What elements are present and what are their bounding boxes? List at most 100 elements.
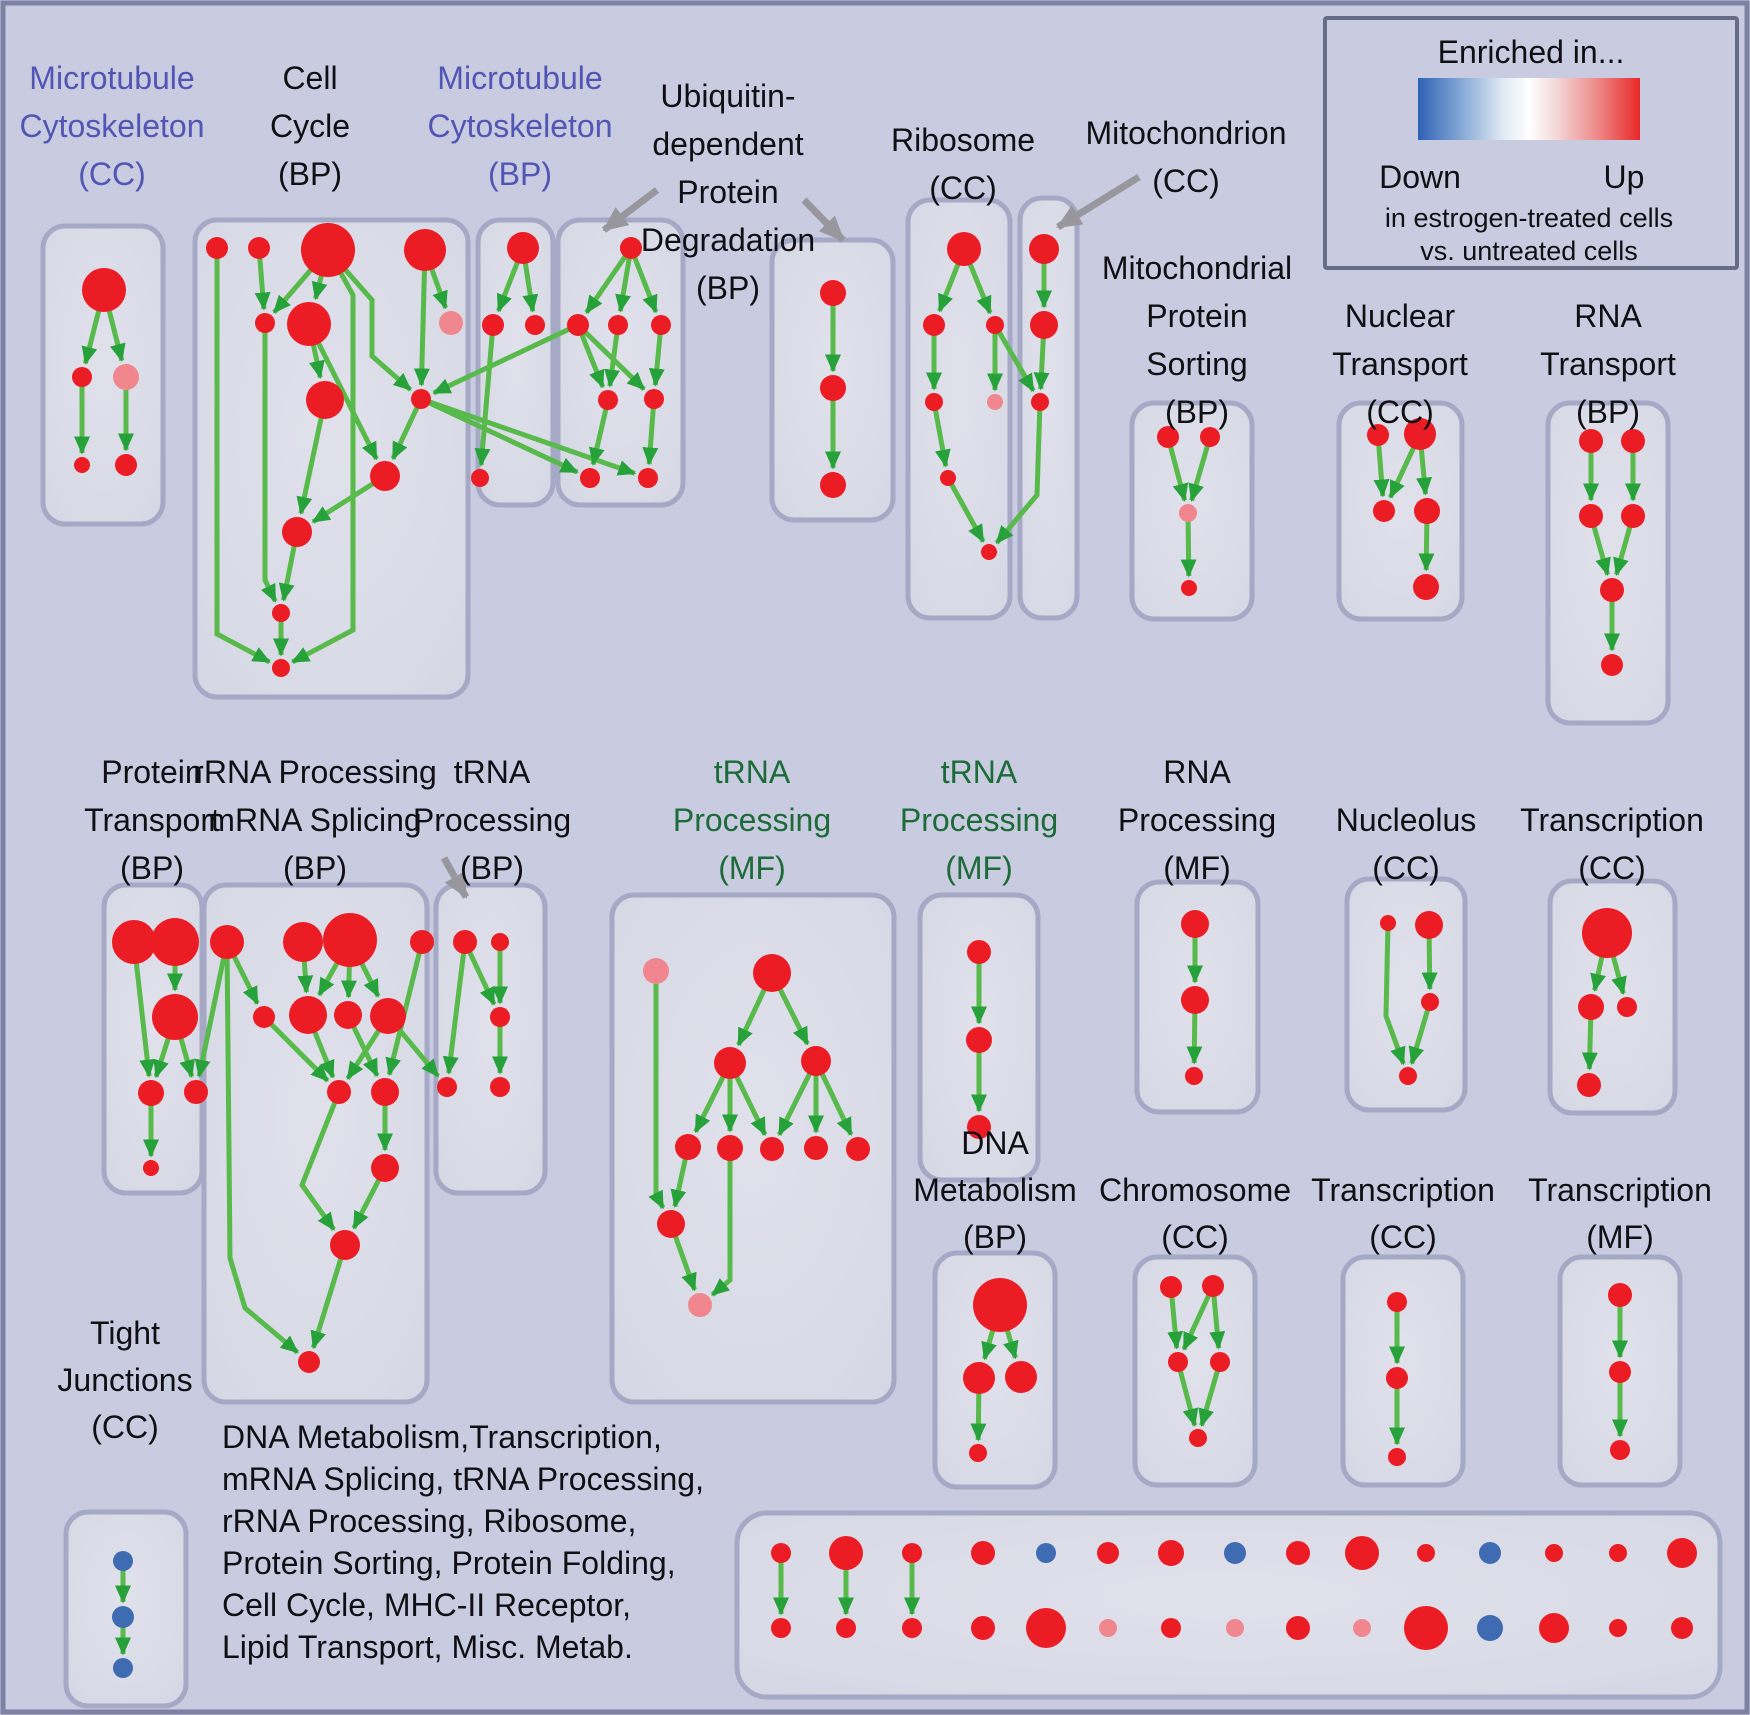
cluster-label-line: Ribosome — [891, 122, 1035, 158]
cluster-label-line: (MF) — [1586, 1219, 1654, 1255]
mixed-cluster-text-line: Cell Cycle, MHC-II Receptor, — [222, 1587, 631, 1623]
go-term-node-w1 — [113, 1551, 133, 1571]
go-term-node-k3 — [152, 994, 198, 1040]
cluster-label-line: (BP) — [488, 156, 552, 192]
go-term-node-l4 — [410, 930, 434, 954]
go-term-node-yb10 — [1353, 1619, 1371, 1637]
cluster-label-line: Tight — [90, 1315, 160, 1351]
go-term-node-b4 — [404, 229, 446, 271]
cluster-label-line: Cycle — [270, 108, 350, 144]
edge-b5-b12 — [260, 323, 278, 603]
go-term-node-i5 — [1413, 574, 1439, 600]
go-term-node-d8 — [638, 468, 658, 488]
cluster-label-ubiquitin-degradation-bp: Ubiquitin-dependent Protein Degradation (BP… — [641, 78, 815, 306]
go-term-node-e2 — [820, 375, 846, 401]
go-term-node-j3 — [1579, 504, 1603, 528]
cluster-label-rna-transport-bp: RNA Transport (BP) — [1540, 298, 1676, 430]
go-term-node-l7 — [334, 1001, 362, 1029]
cluster-label-microtubule-cytoskeleton-cc: Microtubule Cytoskeleton (CC) — [20, 60, 205, 192]
cluster-label-microtubule-cytoskeleton-bp: Microtubule Cytoskeleton (BP) — [428, 60, 613, 192]
edge-d2-d6 — [576, 323, 646, 391]
go-term-node-a1 — [82, 268, 126, 312]
cluster-label-rrna-processing-mrna-splicing-bp: rRNA Processing mRNA Splicing (BP) — [193, 754, 437, 886]
go-term-node-p3 — [1185, 1067, 1203, 1085]
go-term-node-n11 — [688, 1293, 712, 1317]
go-term-node-j4 — [1621, 504, 1645, 528]
cluster-label-transcription-mf: Transcription (MF) — [1528, 1172, 1712, 1255]
go-term-node-l11 — [371, 1154, 399, 1182]
go-term-node-b8 — [306, 381, 344, 419]
go-term-node-i2 — [1404, 418, 1436, 450]
go-term-node-ya8 — [1224, 1542, 1246, 1564]
go-term-node-b3 — [301, 223, 355, 277]
go-term-node-b2 — [248, 237, 270, 259]
go-term-node-w3 — [113, 1658, 133, 1678]
go-term-node-d3 — [608, 315, 628, 335]
go-term-node-q3 — [1421, 993, 1439, 1011]
cluster-label-line: Microtubule — [437, 60, 602, 96]
go-term-node-c3 — [525, 315, 545, 335]
go-term-node-l8 — [370, 998, 406, 1034]
annotation-arrow-3 — [1056, 174, 1141, 230]
go-term-node-n7 — [760, 1137, 784, 1161]
cluster-label-line: (CC) — [91, 1409, 159, 1445]
cluster-label-line: tRNA — [941, 754, 1018, 790]
edge-h2-h3 — [1188, 436, 1213, 502]
go-term-node-n6 — [717, 1135, 743, 1161]
cluster-label-line: Nuclear — [1345, 298, 1456, 334]
go-term-node-l1 — [210, 925, 244, 959]
cluster-label-line: Protein — [677, 174, 778, 210]
go-term-node-v2 — [1609, 1361, 1631, 1383]
go-term-node-ya5 — [1036, 1543, 1056, 1563]
cluster-label-line: Cytoskeleton — [20, 108, 205, 144]
edge-b9-b10 — [390, 397, 424, 461]
legend-up-label: Up — [1604, 159, 1645, 195]
cluster-label-line: RNA — [1574, 298, 1642, 334]
go-term-node-yb12 — [1477, 1615, 1503, 1641]
edge-d5-d7 — [589, 399, 611, 466]
go-term-node-d6 — [644, 389, 664, 409]
cluster-label-line: mRNA Splicing — [208, 802, 421, 838]
go-term-node-d7 — [580, 468, 600, 488]
go-term-node-l9 — [327, 1080, 351, 1104]
cluster-label-line: Processing — [673, 802, 831, 838]
go-term-node-w2 — [112, 1606, 134, 1628]
go-term-node-j6 — [1601, 654, 1623, 676]
go-term-node-k4 — [138, 1080, 164, 1106]
go-term-node-p2 — [1181, 986, 1209, 1014]
cluster-label-line: Cytoskeleton — [428, 108, 613, 144]
go-term-node-d4 — [651, 315, 671, 335]
edge-l1-k5 — [194, 941, 230, 1078]
edge-t4-t5 — [1198, 1361, 1223, 1427]
go-term-node-t5 — [1189, 1429, 1207, 1447]
cluster-label-line: Transcription — [1528, 1172, 1712, 1208]
go-term-node-l12 — [330, 1230, 360, 1260]
go-term-node-ya3 — [902, 1543, 922, 1563]
cluster-box-mitochondrion — [1017, 195, 1080, 621]
edge-d1-d2 — [584, 246, 634, 315]
edge-d2-b9 — [432, 322, 580, 396]
edge-b4-b9 — [413, 249, 430, 387]
cluster-label-line: (BP) — [460, 850, 524, 886]
go-term-node-o1 — [967, 940, 991, 964]
cluster-label-line: Nucleolus — [1336, 802, 1477, 838]
cluster-label-line: Processing — [900, 802, 1058, 838]
go-term-node-f3 — [986, 316, 1004, 334]
mixed-cluster-text-line: DNA Metabolism,Transcription, — [222, 1419, 662, 1455]
cluster-box-chromosome — [1132, 1254, 1258, 1488]
cluster-label-ribosome-cc: Ribosome (CC) — [891, 122, 1035, 206]
go-term-node-f7 — [981, 544, 997, 560]
edge-d3-d5 — [604, 324, 621, 388]
go-term-node-yb5 — [1026, 1608, 1066, 1648]
cluster-label-line: (CC) — [1578, 850, 1646, 886]
edge-b6-b10 — [306, 322, 379, 461]
edge-k1-k4 — [131, 941, 156, 1078]
go-term-node-t4 — [1210, 1352, 1230, 1372]
go-term-node-g1 — [1029, 234, 1059, 264]
go-term-node-ya12 — [1479, 1542, 1501, 1564]
cluster-label-mitochondrion-cc: Mitochondrion (CC) — [1086, 115, 1287, 199]
go-term-node-m2 — [491, 933, 509, 951]
go-term-node-b13 — [272, 659, 290, 677]
legend-subtitle-line2: vs. untreated cells — [1420, 236, 1638, 266]
